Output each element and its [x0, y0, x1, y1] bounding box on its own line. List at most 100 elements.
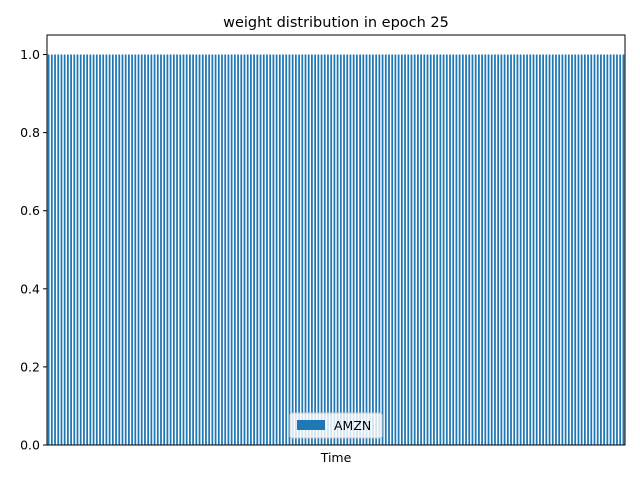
bar-amzn [156, 54, 159, 446]
bar-amzn [500, 54, 503, 446]
bar-amzn [420, 54, 422, 446]
bar-amzn [185, 54, 188, 446]
bar-amzn [224, 54, 227, 446]
bar-amzn [574, 54, 577, 446]
bar-amzn [532, 54, 535, 446]
bar-amzn [519, 54, 522, 446]
bar-amzn [487, 54, 490, 446]
bar-amzn [221, 54, 223, 446]
bar-amzn [339, 54, 342, 446]
bar-amzn [153, 54, 156, 446]
bar-amzn [343, 54, 345, 446]
bar-amzn [163, 54, 166, 446]
bar-amzn [359, 54, 361, 446]
bar-amzn [278, 54, 281, 446]
bar-amzn [288, 54, 291, 446]
bar-amzn [548, 54, 551, 446]
bar-amzn [567, 54, 570, 446]
bar-amzn [349, 54, 352, 446]
bar-amzn [587, 54, 589, 446]
bar-amzn [506, 54, 509, 446]
bar-amzn [105, 54, 108, 446]
bar-amzn [333, 54, 336, 446]
y-tick-label: 0.8 [20, 125, 40, 140]
bar-amzn [372, 54, 374, 446]
bars-group [47, 54, 625, 446]
bar-amzn [294, 54, 297, 446]
chart-title: weight distribution in epoch 25 [223, 15, 449, 31]
bar-amzn [243, 54, 246, 446]
bar-amzn [510, 54, 512, 446]
bar-amzn [577, 54, 580, 446]
bar-amzn [355, 54, 358, 446]
bar-amzn [426, 54, 429, 446]
bar-amzn [169, 54, 172, 446]
bar-amzn [79, 54, 82, 446]
legend-label-amzn: AMZN [334, 418, 371, 433]
bar-amzn [397, 54, 400, 446]
bar-amzn [166, 54, 169, 446]
bar-amzn [529, 54, 532, 446]
bar-amzn [108, 54, 111, 446]
y-axis: 0.0 0.2 0.4 0.6 0.8 1.0 [20, 47, 47, 453]
bar-amzn [384, 54, 387, 446]
bar-amzn [269, 54, 272, 446]
bar-amzn [429, 54, 432, 446]
bar-amzn [83, 54, 85, 446]
bar-amzn [201, 54, 204, 446]
bar-amzn [394, 54, 397, 446]
bar-amzn [609, 54, 612, 446]
bar-amzn [503, 54, 506, 446]
bar-amzn [128, 54, 130, 446]
bar-amzn [301, 54, 304, 446]
bar-amzn [452, 54, 455, 446]
bar-amzn [433, 54, 435, 446]
bar-amzn [118, 54, 121, 446]
bar-amzn [195, 54, 198, 446]
bar-amzn [580, 54, 583, 446]
bar-amzn [535, 54, 538, 446]
bar-amzn [458, 54, 461, 446]
bar-amzn [304, 54, 307, 446]
bar-amzn [590, 54, 593, 446]
bar-amzn [381, 54, 384, 446]
bar-amzn [583, 54, 586, 446]
legend-box [289, 412, 383, 439]
bar-amzn [189, 54, 191, 446]
bar-amzn [111, 54, 114, 446]
bar-amzn [266, 54, 268, 446]
bar-amzn [275, 54, 278, 446]
plot-frame [46, 34, 626, 446]
bar-amzn [147, 54, 150, 446]
bar-amzn [596, 54, 599, 446]
bar-amzn [561, 54, 564, 446]
bar-amzn [404, 54, 406, 446]
bar-amzn [102, 54, 105, 446]
bar-amzn [571, 54, 573, 446]
bar-amzn [449, 54, 451, 446]
y-tick-label: 0.0 [20, 438, 40, 453]
bar-amzn [481, 54, 483, 446]
bar-amzn [442, 54, 445, 446]
bar-amzn [323, 54, 326, 446]
bar-amzn [230, 54, 233, 446]
bar-amzn [445, 54, 448, 446]
bar-amzn [478, 54, 480, 446]
bar-amzn [124, 54, 127, 446]
bar-amzn [600, 54, 602, 446]
bar-amzn [564, 54, 567, 446]
bar-amzn [131, 54, 133, 446]
bar-amzn [616, 54, 618, 446]
bar-amzn [92, 54, 95, 446]
bar-amzn [50, 54, 53, 446]
x-axis-label: Time [320, 450, 352, 465]
bar-amzn [233, 54, 236, 446]
bar-amzn [115, 54, 117, 446]
bar-amzn [262, 54, 265, 446]
bar-amzn [539, 54, 541, 446]
bar-amzn [603, 54, 606, 446]
bar-amzn [95, 54, 98, 446]
bar-amzn [362, 54, 365, 446]
bar-amzn [291, 54, 294, 446]
